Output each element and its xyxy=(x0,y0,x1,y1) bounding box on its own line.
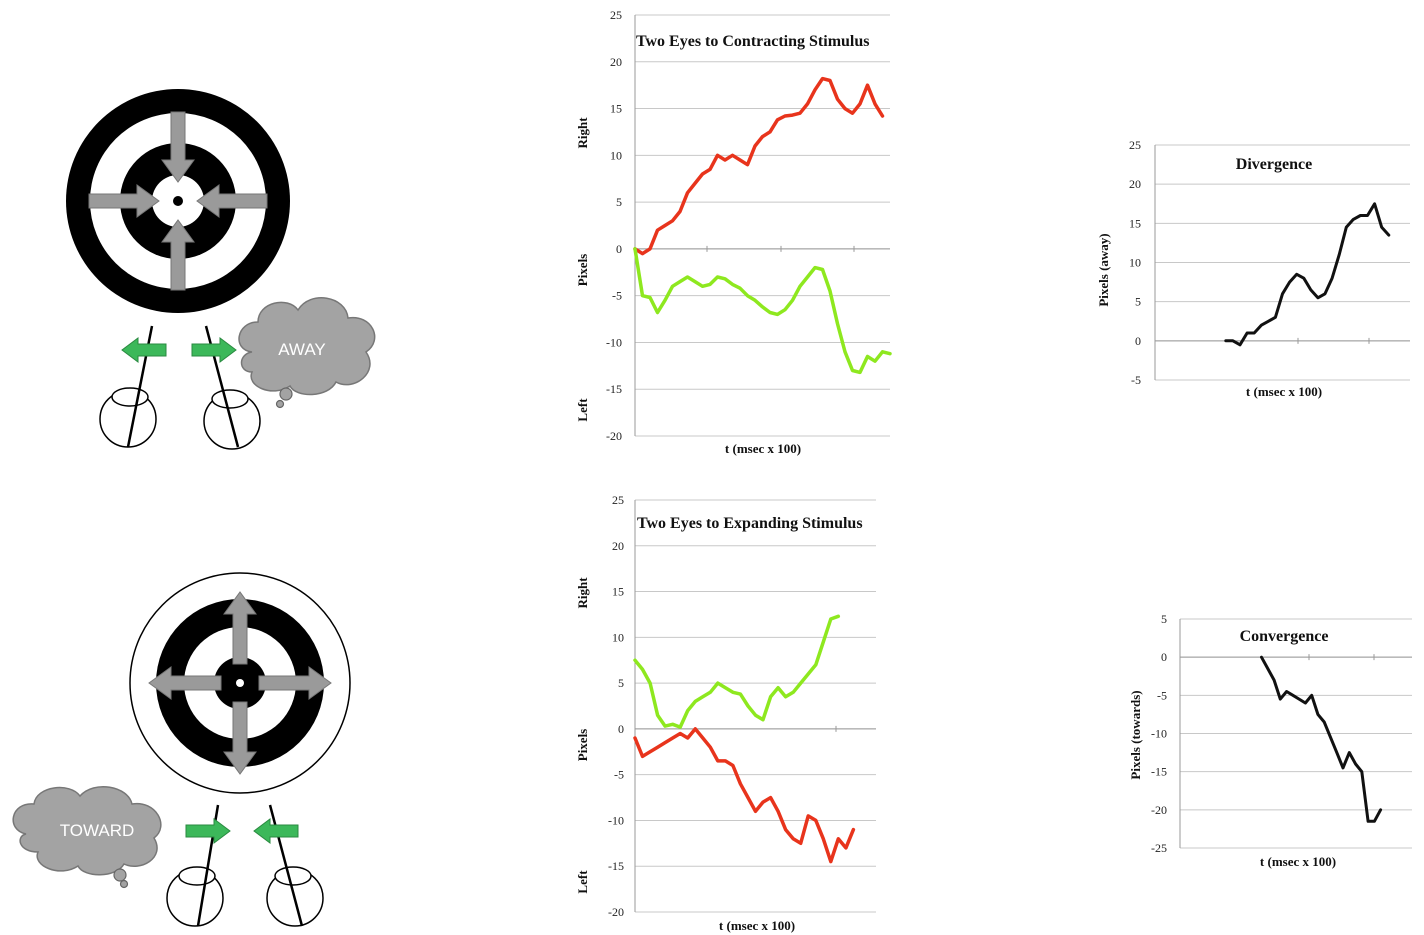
target-center-dot xyxy=(173,196,183,206)
away-thought-cloud: AWAY xyxy=(238,297,376,409)
x-axis-label: t (msec x 100) xyxy=(1260,854,1336,869)
series-line-1 xyxy=(633,76,885,256)
x-axis-label: t (msec x 100) xyxy=(719,918,795,933)
y-tick-label: -5 xyxy=(1131,373,1141,387)
x-axis-label: t (msec x 100) xyxy=(725,441,801,456)
y-tick-label: 5 xyxy=(1161,612,1167,626)
arrow-left-green-icon xyxy=(121,337,167,363)
arrow-left-icon xyxy=(196,184,268,218)
chart-convergence: 5 0 -5 -10 -15 -20 -25 Convergence t (msec x 100… xyxy=(1128,612,1412,869)
y-tick-label: -15 xyxy=(606,382,622,396)
y-tick-label: 5 xyxy=(1135,295,1141,309)
away-label: AWAY xyxy=(278,340,326,359)
chart-title: Divergence xyxy=(1236,156,1312,173)
arrow-right-icon xyxy=(258,666,332,700)
chart-title: Two Eyes to Contracting Stimulus xyxy=(636,33,870,50)
target-center-dot xyxy=(236,679,244,687)
y-axis-label-left: Left xyxy=(575,870,590,894)
y-tick-label: 10 xyxy=(610,148,622,162)
toward-label: TOWARD xyxy=(60,821,135,840)
y-tick-label: 10 xyxy=(612,630,624,644)
y-tick-label: 25 xyxy=(610,8,622,22)
chart-title: Convergence xyxy=(1240,628,1329,645)
series-line-2 xyxy=(633,247,892,375)
y-tick-label: -10 xyxy=(608,813,624,827)
eyes-converging xyxy=(166,804,324,927)
arrow-left-icon xyxy=(148,666,222,700)
y-tick-label: -10 xyxy=(606,335,622,349)
convergence-arrow-icons xyxy=(185,818,299,844)
y-tick-label: 0 xyxy=(1161,650,1167,664)
y-tick-label: -10 xyxy=(1151,727,1167,741)
series-line-1 xyxy=(1224,202,1391,347)
arrow-up-icon xyxy=(223,591,257,665)
y-axis-label-pixels: Pixels xyxy=(575,254,590,287)
arrow-down-icon xyxy=(223,701,257,775)
y-tick-label: 20 xyxy=(612,539,624,553)
y-tick-label: 15 xyxy=(612,585,624,599)
y-tick-label: 10 xyxy=(1129,256,1141,270)
arrow-right-green-icon xyxy=(191,337,237,363)
outward-arrow-icons xyxy=(148,591,332,775)
y-tick-label: -5 xyxy=(612,289,622,303)
toward-thought-cloud: TOWARD xyxy=(12,786,162,889)
arrow-right-icon xyxy=(88,184,160,218)
x-axis-label: t (msec x 100) xyxy=(1246,384,1322,399)
chart-title: Two Eyes to Expanding Stimulus xyxy=(637,515,863,532)
y-axis-label-right: Right xyxy=(575,577,590,609)
y-axis-label: Pixels (towards) xyxy=(1128,690,1143,779)
y-tick-label: -20 xyxy=(1151,803,1167,817)
chart-contracting: 25 20 15 10 5 0 -5 -10 -15 -20 Two Eyes to Contrac… xyxy=(575,8,892,456)
eyes-diverging xyxy=(99,325,261,450)
y-axis-label-right: Right xyxy=(575,117,590,149)
chart-expanding: 25 20 15 10 5 0 -5 -10 -15 -20 Two Eyes to Expandi… xyxy=(575,493,876,933)
y-axis-label: Pixels (away) xyxy=(1096,233,1111,306)
y-tick-label: -5 xyxy=(614,768,624,782)
series-line-1 xyxy=(1260,655,1383,823)
arrow-up-icon xyxy=(161,219,195,291)
y-tick-label: 0 xyxy=(1135,334,1141,348)
y-axis-label-left: Left xyxy=(575,398,590,422)
y-tick-label: 20 xyxy=(610,55,622,69)
y-tick-label: -5 xyxy=(1157,688,1167,702)
y-tick-label: 0 xyxy=(616,242,622,256)
contracting-stimulus-illustration: AWAY xyxy=(66,89,376,450)
y-tick-label: 25 xyxy=(1129,138,1141,152)
y-tick-label: -15 xyxy=(1151,765,1167,779)
arrow-left-green-icon xyxy=(253,818,299,844)
y-axis-label-pixels: Pixels xyxy=(575,729,590,762)
expanding-stimulus-illustration: TOWARD xyxy=(12,572,351,927)
y-tick-label: 15 xyxy=(1129,216,1141,230)
divergence-arrow-icons xyxy=(121,337,237,363)
y-tick-label: 5 xyxy=(618,676,624,690)
y-tick-label: -20 xyxy=(608,905,624,919)
y-tick-label: -20 xyxy=(606,429,622,443)
y-tick-label: 15 xyxy=(610,102,622,116)
arrow-right-green-icon xyxy=(185,818,231,844)
chart-divergence: 25 20 15 10 5 0 -5 Divergence t (msec x 100) Pixe… xyxy=(1096,138,1410,399)
inward-arrow-icons xyxy=(88,111,268,291)
y-tick-label: 5 xyxy=(616,195,622,209)
y-tick-label: -15 xyxy=(608,859,624,873)
series-line-1 xyxy=(633,614,841,729)
y-tick-label: 25 xyxy=(612,493,624,507)
y-tick-label: 0 xyxy=(618,722,624,736)
series-line-2 xyxy=(633,727,856,864)
arrow-down-icon xyxy=(161,111,195,183)
y-tick-label: 20 xyxy=(1129,177,1141,191)
y-tick-label: -25 xyxy=(1151,841,1167,855)
